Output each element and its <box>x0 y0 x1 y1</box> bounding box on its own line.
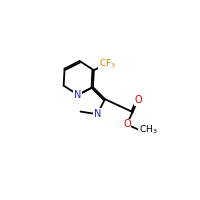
Text: CH$_3$: CH$_3$ <box>139 124 158 136</box>
Text: N: N <box>74 90 82 100</box>
Text: N: N <box>94 109 101 119</box>
Text: O: O <box>123 119 131 129</box>
Text: CF$_3$: CF$_3$ <box>99 57 116 70</box>
Text: O: O <box>134 95 142 105</box>
